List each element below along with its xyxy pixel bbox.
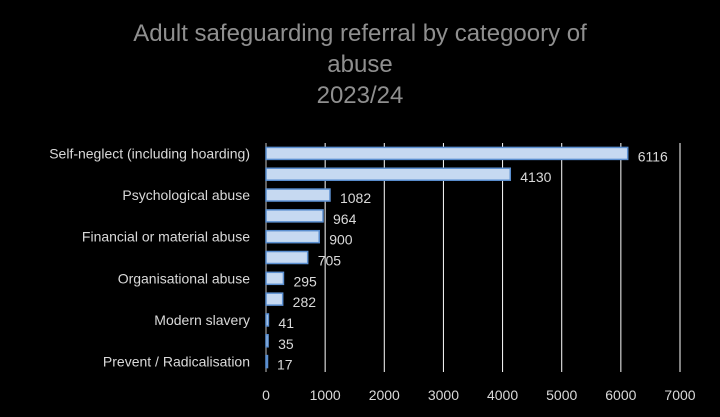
x-tick-label-0: 0	[262, 387, 270, 403]
value-label-3: 964	[333, 211, 357, 227]
x-tick-label-5: 5000	[546, 387, 577, 403]
bar-3	[265, 209, 324, 223]
x-tick-label-2: 2000	[369, 387, 400, 403]
value-label-7: 282	[293, 294, 317, 310]
bar-1	[265, 167, 512, 181]
category-label-8: Modern slavery	[154, 312, 250, 328]
value-label-10: 17	[277, 357, 293, 373]
category-label-10: Prevent / Radicalisation	[103, 354, 250, 370]
x-tick-label-6: 6000	[605, 387, 636, 403]
chart-title-line-1: Adult safeguarding referral by categoory…	[133, 20, 587, 47]
bar-2	[265, 188, 331, 202]
bar-6	[265, 271, 285, 286]
value-label-9: 35	[278, 336, 294, 352]
bar-10	[265, 354, 269, 369]
value-label-4: 900	[329, 232, 353, 248]
value-label-0: 6116	[638, 148, 668, 164]
value-label-5: 705	[318, 253, 342, 269]
x-tick-label-1: 1000	[310, 387, 341, 403]
value-label-2: 1082	[340, 190, 371, 206]
bar-9	[265, 334, 269, 348]
x-tick-label-3: 3000	[428, 387, 459, 403]
chart-title-line-3: 2023/24	[316, 82, 404, 109]
value-label-6: 295	[293, 273, 317, 289]
bar-5	[265, 250, 309, 265]
bar-0	[265, 146, 629, 161]
value-label-1: 4130	[520, 169, 551, 185]
x-tick-label-4: 4000	[487, 387, 518, 403]
bar-8	[265, 313, 270, 327]
category-label-2: Psychological abuse	[122, 187, 250, 203]
bar-4	[265, 229, 320, 244]
chart-title-line-2: abuse	[327, 51, 393, 78]
category-label-4: Financial or material abuse	[82, 229, 250, 245]
category-label-0: Self-neglect (including hoarding)	[49, 145, 250, 161]
x-tick-label-7: 7000	[664, 387, 695, 403]
category-label-6: Organisational abuse	[118, 270, 251, 286]
bar-7	[265, 292, 284, 306]
value-label-8: 41	[278, 315, 294, 331]
chart-title: Adult safeguarding referral by categoory…	[0, 18, 720, 111]
